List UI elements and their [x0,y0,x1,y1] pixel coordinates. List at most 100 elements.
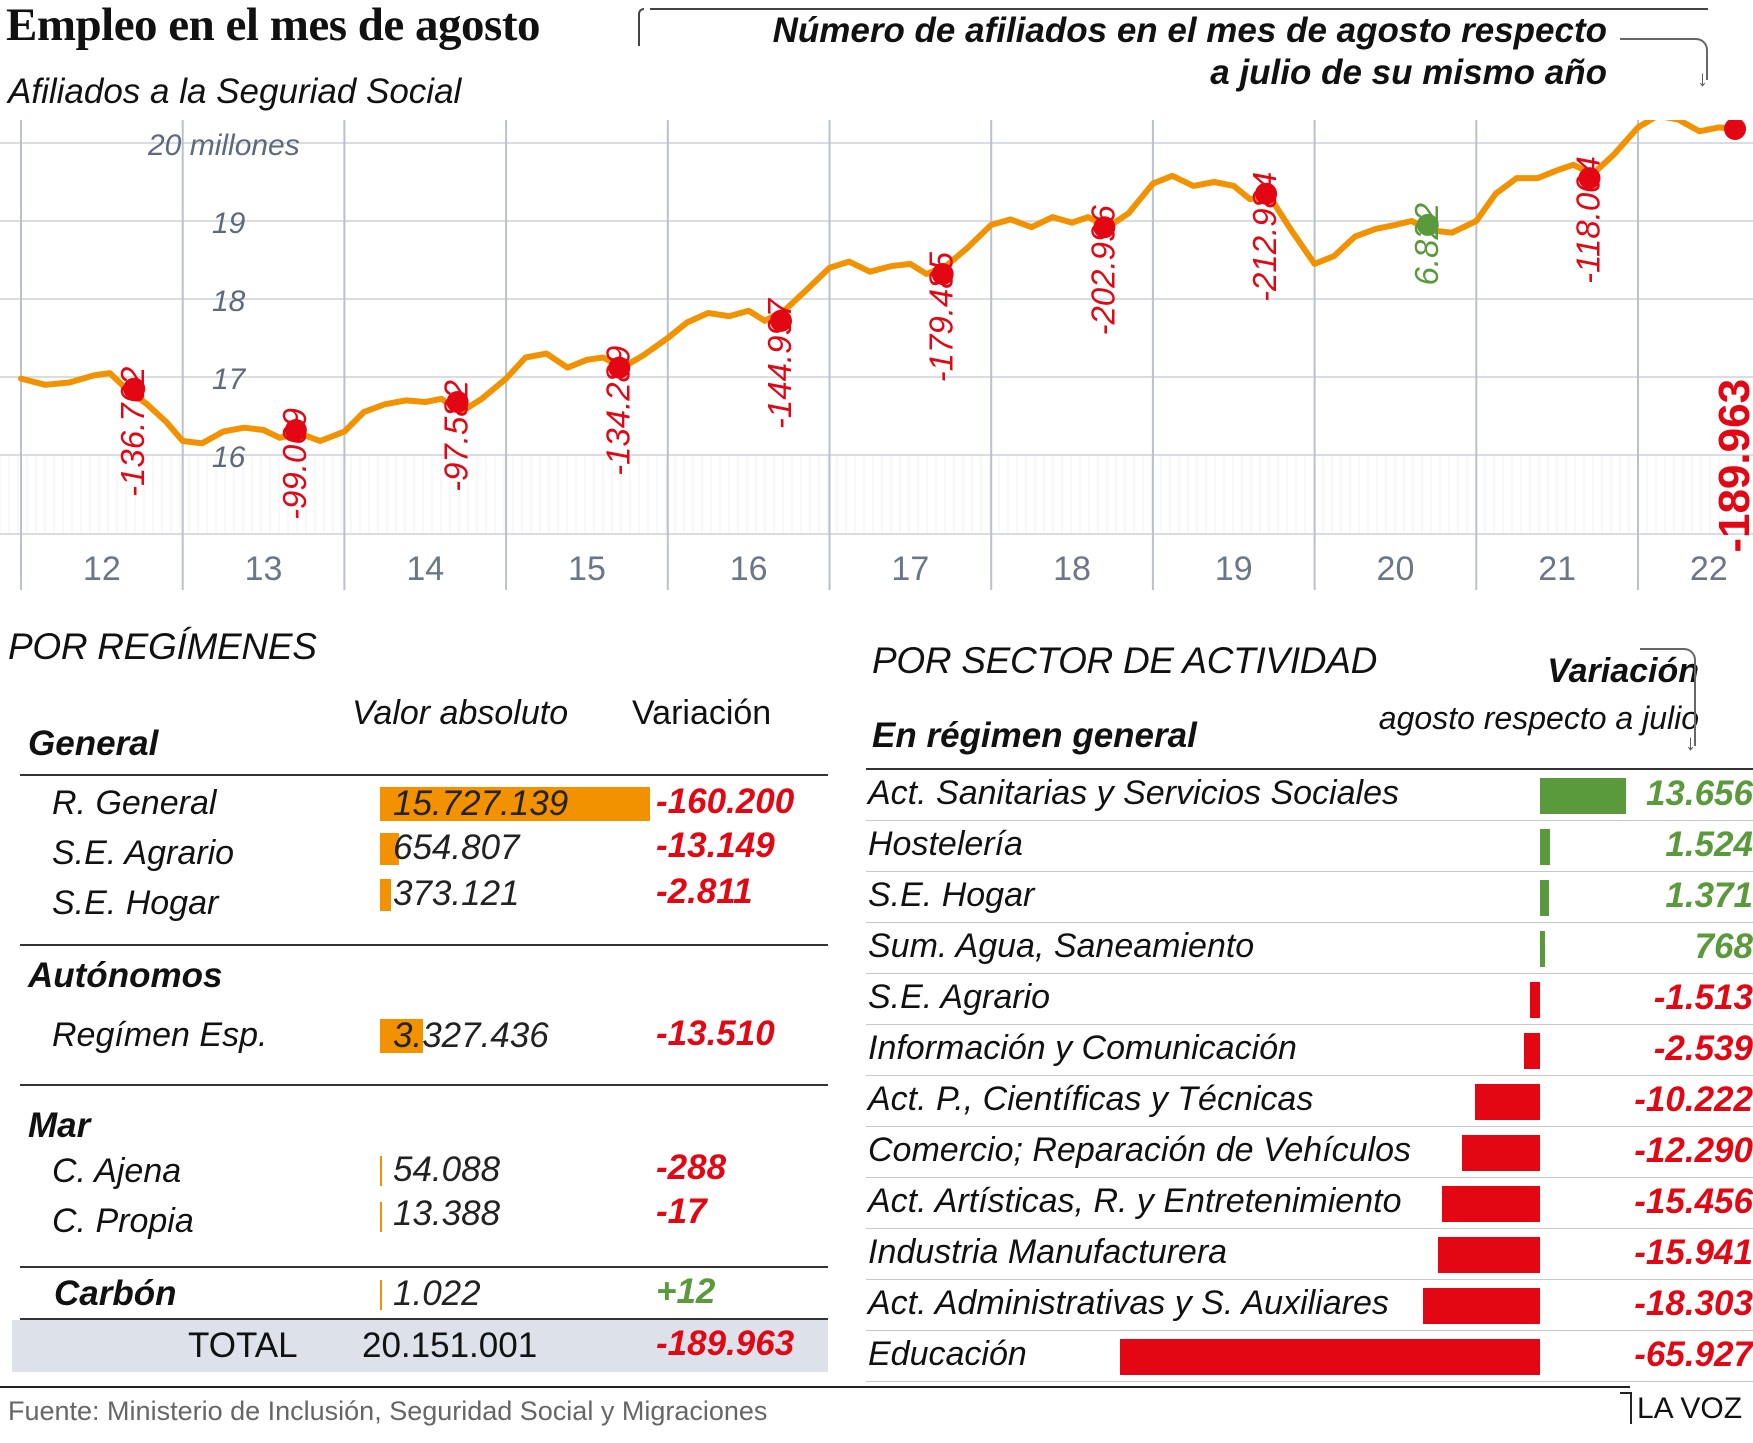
data-label: 6.822 [1408,203,1445,286]
value-regimen-esp: 3.327.436 [393,1016,549,1055]
row-label-r-general: R. General [52,784,217,822]
var-carbon: +12 [656,1272,716,1311]
x-tick-label: 19 [1215,550,1253,588]
sector-row: Act. Sanitarias y Servicios Sociales 13.6… [866,770,1753,821]
sector-label: Información y Comunicación [868,1029,1297,1067]
sector-value: 1.371 [1665,876,1753,915]
sector-row: S.E. Hogar 1.371 [866,872,1753,923]
divider [20,1318,828,1320]
sector-value: -15.456 [1634,1182,1753,1221]
total-value: 20.151.001 [362,1326,538,1365]
total-row [12,1320,828,1372]
x-tick-label: 20 [1377,550,1415,588]
sector-value: -18.303 [1634,1284,1753,1323]
regimenes-title: POR REGÍMENES [8,626,317,667]
data-point [1416,213,1439,236]
x-tick-label: 13 [245,550,283,588]
value-c-propia: 13.388 [393,1194,501,1233]
data-label: -97.582 [438,380,475,492]
row-label-c-ajena: C. Ajena [52,1152,182,1190]
col-variacion: Variación [632,694,772,732]
sector-row: Educación -65.927 [866,1331,1753,1382]
data-label: -136.762 [114,367,151,497]
sectores-col-title: Variación [1547,652,1699,690]
annotation-line-1: Número de afiliados en el mes de agosto … [772,11,1607,50]
sector-value: -15.941 [1634,1233,1753,1272]
sector-bar [1423,1288,1540,1324]
value-c-ajena: 54.088 [393,1150,501,1189]
sector-label: Act. Sanitarias y Servicios Sociales [868,774,1399,812]
var-r-general: -160.200 [656,782,795,821]
x-tick-label: 14 [406,550,444,588]
arrow-down-icon: ↓ [1697,66,1708,91]
sector-row: Act. Artísticas, R. y Entretenimiento -15… [866,1178,1753,1229]
x-tick-label: 22 [1690,550,1728,588]
group-general: General [28,724,159,763]
annotation-bracket [638,8,644,46]
data-point [1255,182,1278,205]
sector-bar [1461,1135,1540,1171]
line-chart: 20 millones 19 18 17 16 12 13 14 15 16 17 18 19 20 21 2… [0,120,1753,590]
data-point [769,309,792,332]
divider [20,774,828,776]
sector-label: Act. Artísticas, R. y Entretenimiento [868,1182,1402,1220]
sector-label: Act. Administrativas y S. Auxiliares [868,1284,1389,1322]
var-se-hogar: -2.811 [656,872,753,911]
sector-label: Hostelería [868,825,1023,863]
sector-bar [1540,778,1626,814]
sector-label: S.E. Agrario [868,978,1051,1016]
annotation-bracket-line [650,8,1708,10]
col-valor-absoluto: Valor absoluto [352,694,569,732]
row-label-se-agrario: S.E. Agrario [52,834,235,872]
sector-value: 768 [1694,927,1753,966]
sector-value: -10.222 [1634,1080,1753,1119]
data-label: -118.004 [1569,156,1606,284]
divider [20,1084,828,1086]
y-tick-label: 18 [212,285,246,318]
bar-carbon [380,1280,382,1310]
y-tick-label: 16 [212,441,246,474]
data-point [608,356,631,379]
sectores-col-subtitle: agosto respecto a julio [1378,700,1699,736]
data-point [123,377,146,400]
sector-label: Act. P., Científicas y Técnicas [868,1080,1314,1118]
divider [866,768,1753,770]
sector-row: Comercio; Reparación de Vehículos -12.290 [866,1127,1753,1178]
sector-value: -1.513 [1653,978,1753,1017]
data-point [1578,167,1601,190]
x-tick-label: 12 [83,550,121,588]
arrow-down-icon: ↓ [1685,730,1696,755]
variacion-arrow-line [1640,648,1696,746]
sector-bar [1540,880,1549,916]
x-tick-label: 18 [1053,550,1091,588]
data-label: -202.996 [1084,205,1121,336]
sector-bar [1438,1237,1540,1273]
sector-bar [1540,931,1545,967]
data-point [446,390,469,413]
bar-se-hogar [380,879,391,911]
data-label: -189.963 [1710,379,1753,553]
divider [20,1266,828,1268]
sector-row: Hostelería 1.524 [866,821,1753,872]
sector-value: 1.524 [1665,825,1753,864]
annotation-line-2: a julio de su mismo año [1210,53,1607,92]
source-note: Fuente: Ministerio de Inclusión, Segurid… [8,1396,768,1426]
sector-value: -12.290 [1634,1131,1753,1170]
series-line [18,120,1738,447]
sector-bar [1540,829,1550,865]
data-label: -99.069 [276,408,313,520]
sector-value: 13.656 [1645,774,1753,813]
data-point [931,263,954,286]
sector-label: S.E. Hogar [868,876,1035,914]
bar-c-propia [380,1202,382,1232]
sector-label: Educación [868,1335,1027,1373]
chart-annotation: Número de afiliados en el mes de agosto … [773,10,1607,94]
brand-logo: LA VOZ [1637,1392,1743,1425]
page-subtitle: Afiliados a la Seguriad Social [8,72,462,111]
page-title: Empleo en el mes de agosto [6,0,540,51]
data-label: -212.984 [1246,172,1283,302]
sector-label: Industria Manufacturera [868,1233,1228,1271]
data-label: -179.485 [923,251,960,382]
x-tick-label: 21 [1538,550,1576,588]
sector-bar [1441,1186,1540,1222]
